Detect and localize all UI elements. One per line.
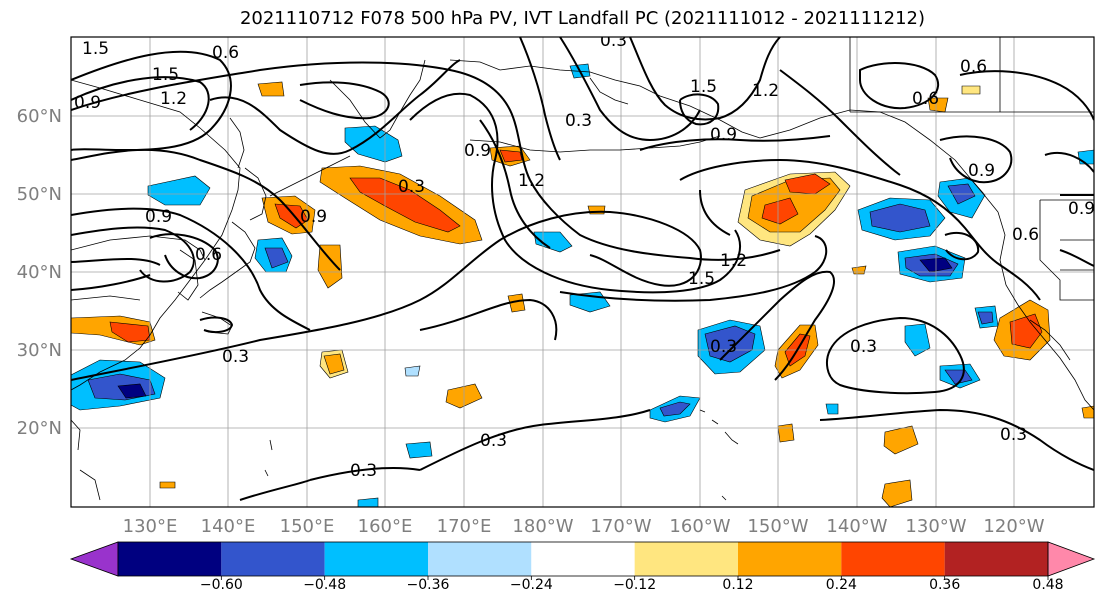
contour-label: 0.9 — [300, 207, 327, 227]
lon-label: 160°W — [669, 516, 730, 537]
lon-label: 120°W — [983, 516, 1044, 537]
contour-label: 0.6 — [912, 89, 939, 109]
colorbar-outline — [117, 541, 1049, 577]
lon-label: 160°E — [358, 516, 413, 537]
lat-label: 50°N — [17, 184, 62, 205]
colorbar-segment — [841, 542, 945, 576]
contour-label: 1.2 — [752, 81, 779, 101]
contour-label: 0.9 — [464, 141, 491, 161]
colorbar-tick-label: −0.36 — [407, 577, 450, 593]
lon-label: 130°E — [123, 516, 178, 537]
contour-label: 0.3 — [350, 461, 377, 481]
contour-label: 0.3 — [222, 347, 249, 367]
contour-label: 1.2 — [160, 89, 187, 109]
lat-label: 60°N — [17, 106, 62, 127]
lon-labels: 130°E 140°E 150°E 160°E 170°E 180°W 170°… — [123, 516, 1045, 537]
contour-label: 0.6 — [960, 57, 987, 77]
colorbar-segment — [944, 542, 1048, 576]
colorbar-segment — [738, 542, 842, 576]
colorbar-segment — [221, 542, 325, 576]
graticule — [71, 37, 1094, 507]
map-border — [70, 36, 1095, 508]
colorbar-segment — [634, 542, 738, 576]
contour-label: 1.5 — [82, 39, 109, 59]
lat-label: 40°N — [17, 262, 62, 283]
lon-label: 140°W — [826, 516, 887, 537]
chart-title: 2021110712 F078 500 hPa PV, IVT Landfall… — [239, 8, 926, 29]
coastlines — [71, 37, 1094, 501]
contour-label: 1.5 — [688, 269, 715, 289]
contour-label: 0.3 — [480, 431, 507, 451]
colorbar-tick-label: 0.12 — [722, 577, 753, 593]
lon-label: 170°E — [437, 516, 492, 537]
contour-label: 0.9 — [710, 125, 737, 145]
colorbar-extend-low — [69, 541, 119, 577]
lat-label: 30°N — [17, 340, 62, 361]
contour-label: 0.9 — [74, 93, 101, 113]
colorbar-extend-high — [1047, 541, 1096, 577]
contour-label: 1.2 — [518, 171, 545, 191]
contour-label: 1.2 — [720, 251, 747, 271]
contour-label: 0.3 — [850, 337, 877, 357]
colorbar-tick-label: 0.36 — [929, 577, 960, 593]
lon-label: 150°E — [280, 516, 335, 537]
colorbar-segment — [531, 542, 635, 576]
contour-label: 0.3 — [565, 111, 592, 131]
lat-labels: 60°N 50°N 40°N 30°N 20°N — [17, 106, 62, 439]
colorbar-tick-label: −0.60 — [200, 577, 243, 593]
shaded-fields — [71, 63, 1094, 507]
lat-label: 20°N — [17, 418, 62, 439]
contour-label: 1.5 — [690, 77, 717, 97]
contour-label: 0.9 — [1068, 199, 1095, 219]
colorbar-segment — [118, 542, 222, 576]
colorbar-segment — [428, 542, 532, 576]
contour-label: 0.3 — [398, 177, 425, 197]
contour-label: 0.9 — [145, 207, 172, 227]
contour-label: 0.3 — [710, 337, 737, 357]
lon-label: 170°W — [590, 516, 651, 537]
contour-label: 0.6 — [1012, 225, 1039, 245]
contour-label: 0.3 — [600, 31, 627, 51]
colorbar-tick-label: −0.12 — [613, 577, 656, 593]
contour-label: 1.5 — [152, 65, 179, 85]
colorbar-tick-label: −0.24 — [510, 577, 553, 593]
contour-label: 0.6 — [212, 43, 239, 63]
pv-contours — [71, 37, 1094, 501]
colorbar-tick-label: 0.24 — [826, 577, 857, 593]
lon-label: 150°W — [747, 516, 808, 537]
contour-label: 0.9 — [968, 161, 995, 181]
lon-label: 130°W — [905, 516, 966, 537]
contour-label-group: 1.5 1.5 1.2 0.9 0.6 0.9 0.3 0.9 0.6 0.3 … — [74, 31, 1095, 481]
lon-label: 180°W — [512, 516, 573, 537]
colorbar-segment — [324, 542, 428, 576]
colorbar-tick-label: −0.48 — [303, 577, 346, 593]
colorbar: −0.60 −0.48 −0.36 −0.24 −0.12 0.12 0.24 0.36 0.4… — [69, 541, 1096, 593]
contour-label: 0.3 — [1000, 425, 1027, 445]
lon-label: 140°E — [201, 516, 256, 537]
colorbar-tick-label: 0.48 — [1032, 577, 1063, 593]
contour-label: 0.6 — [195, 245, 222, 265]
